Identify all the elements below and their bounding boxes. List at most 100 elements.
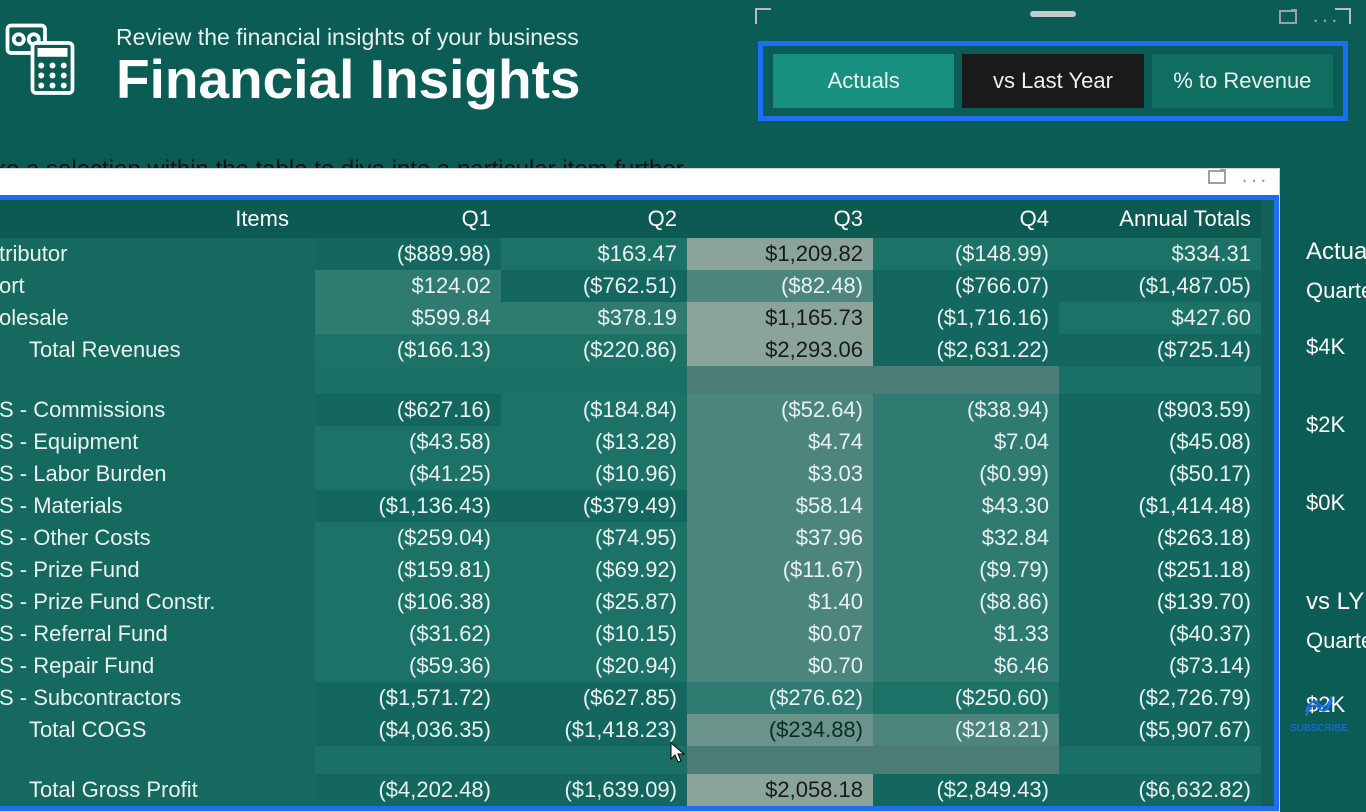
cell-q1[interactable]: ($159.81) <box>315 554 501 586</box>
cell-annual[interactable]: ($251.18) <box>1059 554 1261 586</box>
cell-q2[interactable]: ($1,639.09) <box>501 774 687 806</box>
cell-q4[interactable]: ($8.86) <box>873 586 1059 618</box>
table-row[interactable]: S - Materials($1,136.43)($379.49)$58.14$… <box>0 490 1277 522</box>
financial-table-visual[interactable]: ··· Items Q1 Q2 Q3 Q4 Annual Totals trib… <box>0 168 1280 812</box>
more-options-icon[interactable]: ··· <box>1241 167 1269 193</box>
cell-q1[interactable]: ($889.98) <box>315 238 501 270</box>
cell-q3[interactable]: $2,293.06 <box>687 334 873 366</box>
cell-q2[interactable]: $378.19 <box>501 302 687 334</box>
col-items[interactable]: Items <box>0 200 315 238</box>
scrollbar-track[interactable] <box>1261 682 1277 714</box>
cell-annual[interactable]: ($903.59) <box>1059 394 1261 426</box>
scrollbar-track[interactable] <box>1261 522 1277 554</box>
focus-mode-icon[interactable] <box>1207 167 1227 193</box>
cell-q4[interactable]: ($766.07) <box>873 270 1059 302</box>
item-label[interactable]: olesale <box>0 302 315 334</box>
cell-q1[interactable]: ($31.62) <box>315 618 501 650</box>
cell-q3[interactable]: $1.40 <box>687 586 873 618</box>
cell-q2[interactable]: ($10.96) <box>501 458 687 490</box>
table-row[interactable] <box>0 746 1277 774</box>
cell-q3[interactable]: ($52.64) <box>687 394 873 426</box>
item-label[interactable]: S - Prize Fund Constr. <box>0 586 315 618</box>
cell-q3[interactable]: ($234.88) <box>687 714 873 746</box>
table-row[interactable]: ort$124.02($762.51)($82.48)($766.07)($1,… <box>0 270 1277 302</box>
cell-annual[interactable]: ($6,632.82) <box>1059 774 1261 806</box>
cell-annual[interactable]: ($5,907.67) <box>1059 714 1261 746</box>
cell-q3[interactable]: $58.14 <box>687 490 873 522</box>
item-label[interactable]: S - Labor Burden <box>0 458 315 490</box>
cell-q2[interactable]: ($1,418.23) <box>501 714 687 746</box>
cell-q1[interactable]: ($627.16) <box>315 394 501 426</box>
cell-q1[interactable]: $599.84 <box>315 302 501 334</box>
focus-mode-icon[interactable] <box>1278 7 1298 33</box>
more-options-icon[interactable]: ··· <box>1312 7 1340 33</box>
item-label[interactable]: S - Subcontractors <box>0 682 315 714</box>
cell-q1[interactable]: ($59.36) <box>315 650 501 682</box>
table-row[interactable]: S - Labor Burden($41.25)($10.96)$3.03($0… <box>0 458 1277 490</box>
cell-q4[interactable]: ($0.99) <box>873 458 1059 490</box>
tab-vs-last-year[interactable]: vs Last Year <box>962 54 1143 108</box>
drag-handle-icon[interactable] <box>1030 11 1076 17</box>
table-row[interactable]: S - Subcontractors($1,571.72)($627.85)($… <box>0 682 1277 714</box>
scrollbar-track[interactable] <box>1261 774 1277 806</box>
cell-q1[interactable]: ($1,136.43) <box>315 490 501 522</box>
cell-q4[interactable]: ($2,631.22) <box>873 334 1059 366</box>
scrollbar-track[interactable] <box>1261 586 1277 618</box>
financial-matrix[interactable]: Items Q1 Q2 Q3 Q4 Annual Totals tributor… <box>0 200 1277 806</box>
col-q1[interactable]: Q1 <box>315 200 501 238</box>
item-label[interactable]: Total Revenues <box>0 334 315 366</box>
cell-q2[interactable]: $163.47 <box>501 238 687 270</box>
cell-annual[interactable]: $334.31 <box>1059 238 1261 270</box>
table-row[interactable]: Total Revenues($166.13)($220.86)$2,293.0… <box>0 334 1277 366</box>
cell-q2[interactable]: ($184.84) <box>501 394 687 426</box>
cell-q3[interactable]: ($11.67) <box>687 554 873 586</box>
item-label[interactable]: S - Equipment <box>0 426 315 458</box>
cell-q4[interactable]: ($148.99) <box>873 238 1059 270</box>
cell-q3[interactable]: ($82.48) <box>687 270 873 302</box>
cell-q1[interactable]: ($43.58) <box>315 426 501 458</box>
cell-annual[interactable]: ($45.08) <box>1059 426 1261 458</box>
cell-q3[interactable]: $0.07 <box>687 618 873 650</box>
tab-pct-to-revenue[interactable]: % to Revenue <box>1152 54 1333 108</box>
item-label[interactable]: ort <box>0 270 315 302</box>
table-row[interactable] <box>0 366 1277 394</box>
cell-q4[interactable]: ($250.60) <box>873 682 1059 714</box>
cell-q1[interactable]: ($106.38) <box>315 586 501 618</box>
visual-selection-frame[interactable]: ··· <box>758 11 1348 41</box>
col-annual[interactable]: Annual Totals <box>1059 200 1261 238</box>
cell-q2[interactable]: ($627.85) <box>501 682 687 714</box>
scrollbar-track[interactable] <box>1261 334 1277 366</box>
cell-q1[interactable]: $124.02 <box>315 270 501 302</box>
scrollbar-track[interactable] <box>1261 554 1277 586</box>
cell-q3[interactable]: $1,209.82 <box>687 238 873 270</box>
cell-q1[interactable]: ($4,036.35) <box>315 714 501 746</box>
table-row[interactable]: S - Repair Fund($59.36)($20.94)$0.70$6.4… <box>0 650 1277 682</box>
scrollbar-track[interactable] <box>1261 458 1277 490</box>
cell-annual[interactable]: ($50.17) <box>1059 458 1261 490</box>
cell-annual[interactable]: ($263.18) <box>1059 522 1261 554</box>
col-q3[interactable]: Q3 <box>687 200 873 238</box>
scrollbar-track[interactable] <box>1261 394 1277 426</box>
scrollbar-track[interactable] <box>1261 490 1277 522</box>
scrollbar-track[interactable] <box>1261 618 1277 650</box>
cell-q4[interactable]: ($2,849.43) <box>873 774 1059 806</box>
cell-q4[interactable]: ($218.21) <box>873 714 1059 746</box>
scrollbar-track[interactable] <box>1261 238 1277 270</box>
table-row[interactable]: olesale$599.84$378.19$1,165.73($1,716.16… <box>0 302 1277 334</box>
item-label[interactable]: S - Prize Fund <box>0 554 315 586</box>
item-label[interactable]: S - Commissions <box>0 394 315 426</box>
cell-q3[interactable]: $0.70 <box>687 650 873 682</box>
cell-q4[interactable]: ($38.94) <box>873 394 1059 426</box>
col-q4[interactable]: Q4 <box>873 200 1059 238</box>
cell-q2[interactable]: ($762.51) <box>501 270 687 302</box>
cell-q3[interactable]: $37.96 <box>687 522 873 554</box>
cell-q1[interactable]: ($41.25) <box>315 458 501 490</box>
scrollbar-track[interactable] <box>1261 650 1277 682</box>
item-label[interactable]: tributor <box>0 238 315 270</box>
col-q2[interactable]: Q2 <box>501 200 687 238</box>
cell-q1[interactable]: ($166.13) <box>315 334 501 366</box>
cell-q1[interactable]: ($4,202.48) <box>315 774 501 806</box>
table-row[interactable]: S - Referral Fund($31.62)($10.15)$0.07$1… <box>0 618 1277 650</box>
cell-q2[interactable]: ($25.87) <box>501 586 687 618</box>
cell-annual[interactable]: ($725.14) <box>1059 334 1261 366</box>
